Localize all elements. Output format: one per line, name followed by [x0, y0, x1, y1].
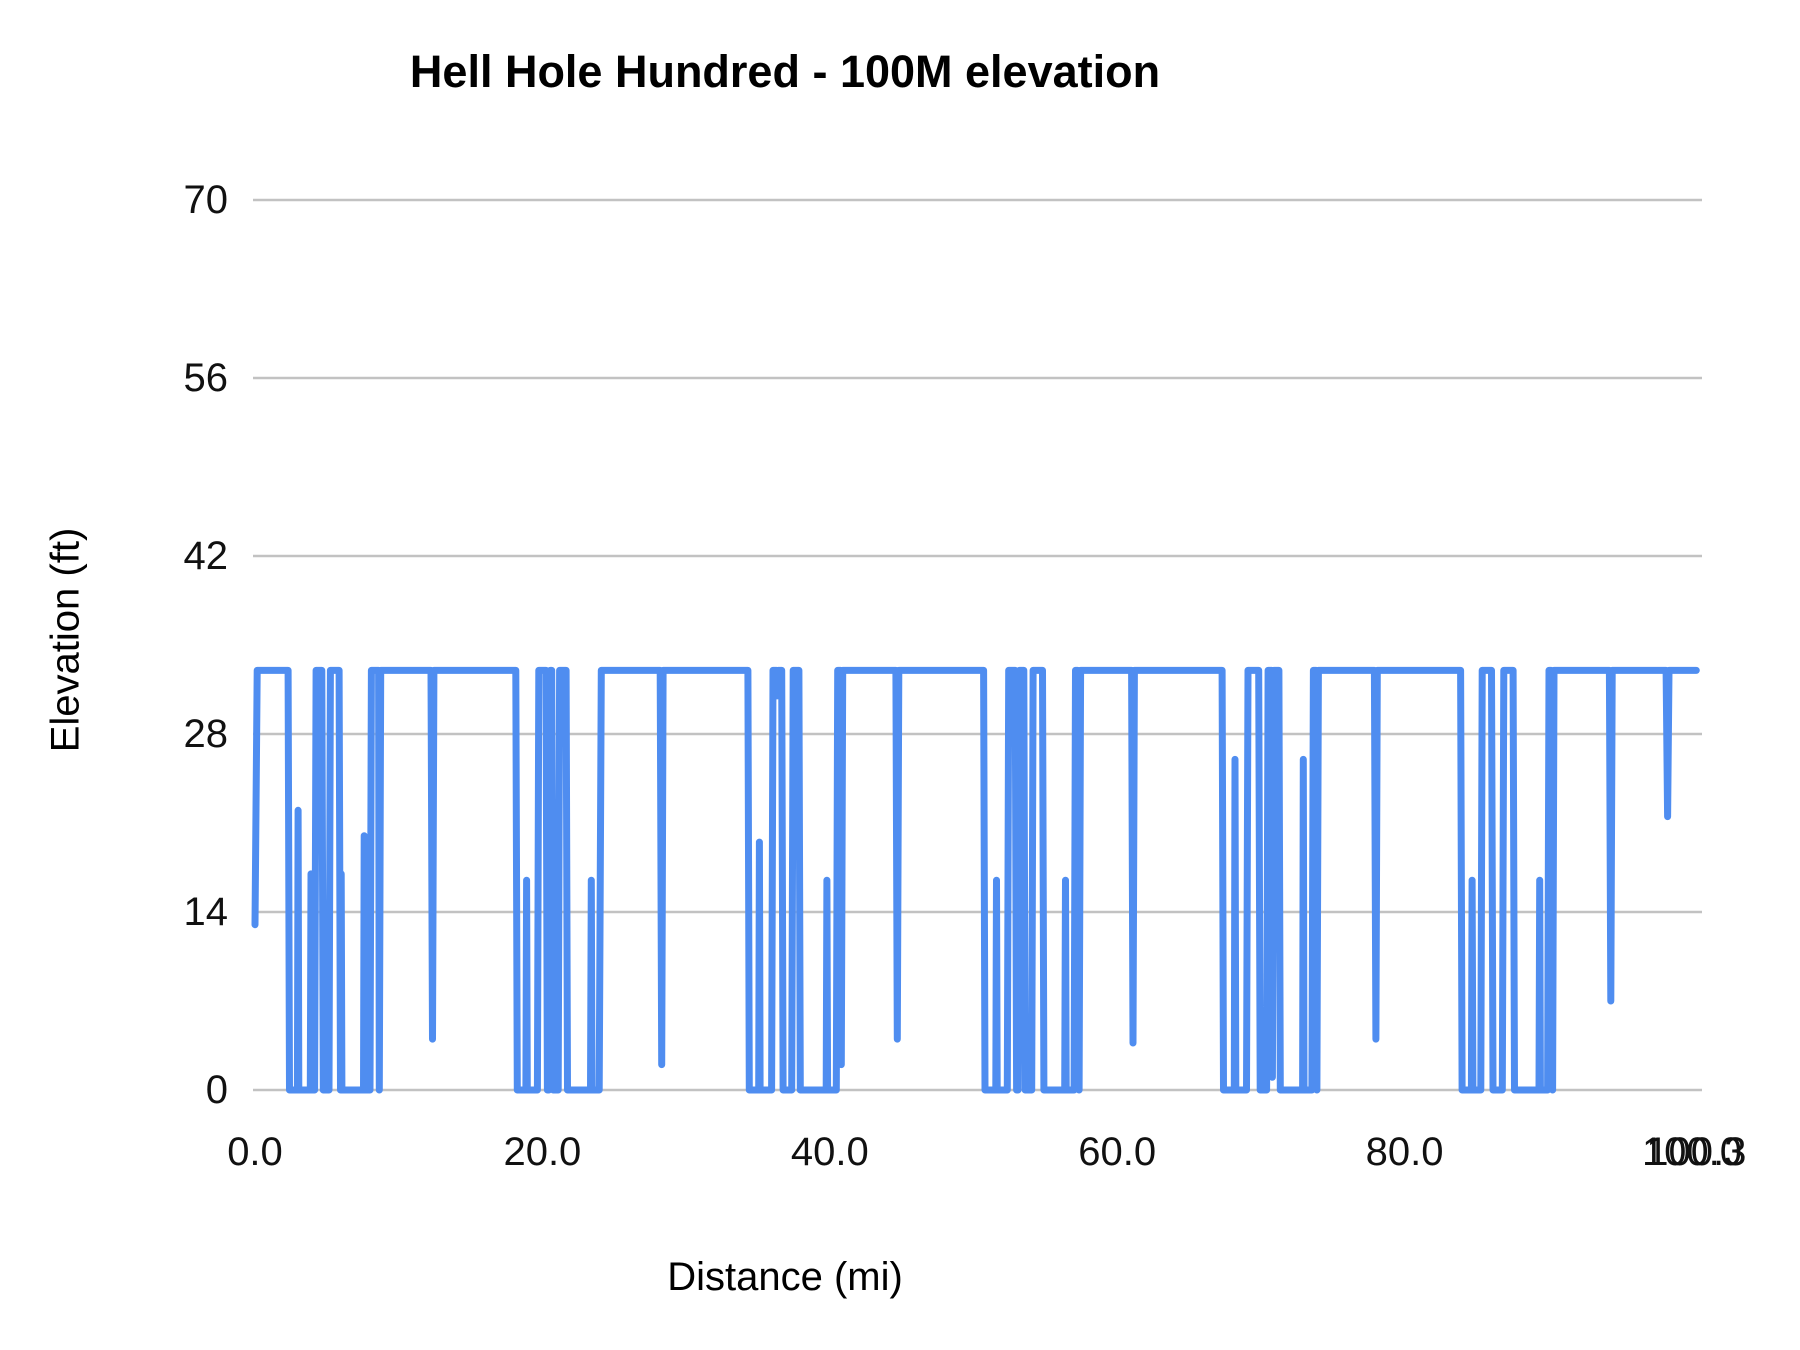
y-tick-label: 14	[183, 890, 229, 934]
y-tick-label: 0	[205, 1068, 228, 1112]
x-tick-label: 40.0	[790, 1130, 869, 1174]
y-tick-label: 56	[183, 356, 229, 400]
y-tick-label: 42	[183, 534, 229, 578]
x-tick-label: 0.0	[227, 1130, 283, 1174]
y-tick-label: 70	[183, 178, 229, 222]
x-axis-title: Distance (mi)	[667, 1255, 903, 1299]
x-tick-label: 100.3	[1646, 1130, 1747, 1174]
x-tick-label: 20.0	[503, 1130, 582, 1174]
x-tick-label: 100.0	[1641, 1130, 1743, 1174]
x-tick-label: 60.0	[1078, 1130, 1157, 1174]
y-tick-label: 28	[183, 712, 229, 756]
elevation-series-line	[251, 666, 1700, 1094]
chart-title: Hell Hole Hundred - 100M elevation	[409, 46, 1161, 97]
x-tick-label: 80.0	[1365, 1130, 1444, 1174]
